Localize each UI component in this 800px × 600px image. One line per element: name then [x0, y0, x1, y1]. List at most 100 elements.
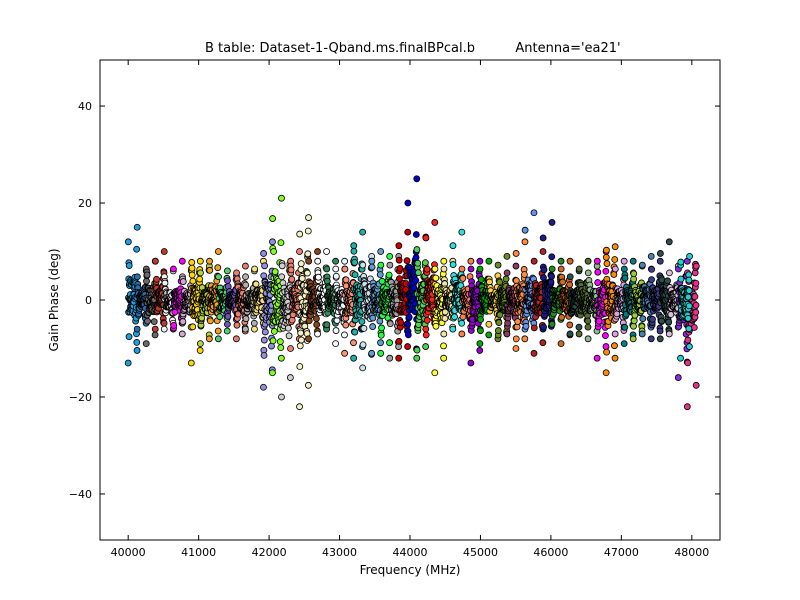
data-point [224, 313, 232, 320]
data-point [188, 259, 196, 266]
data-point [278, 194, 285, 202]
data-point [410, 284, 418, 292]
data-point [287, 345, 294, 352]
data-point [685, 287, 693, 294]
data-point [260, 351, 268, 359]
data-point [404, 331, 412, 339]
data-point [684, 336, 692, 344]
data-point [351, 328, 359, 336]
data-point [611, 265, 619, 273]
data-point [503, 269, 511, 277]
data-point [285, 332, 293, 340]
data-point [477, 316, 485, 323]
data-point [629, 257, 637, 265]
data-point [530, 257, 538, 265]
data-point [405, 313, 413, 321]
data-point [269, 337, 277, 345]
data-point [494, 327, 502, 334]
data-point [223, 267, 231, 275]
data-point [278, 393, 285, 401]
data-point [368, 349, 376, 357]
data-point [594, 279, 602, 286]
data-point [441, 315, 449, 322]
data-point [358, 318, 366, 325]
data-point [277, 354, 285, 362]
x-axis: 40000 41000 42000 43000 44000 45000 46000 47000… [111, 60, 709, 559]
data-point [297, 329, 305, 337]
data-point [692, 279, 700, 287]
data-point [412, 276, 420, 284]
data-point [611, 354, 619, 362]
data-point [458, 228, 466, 236]
data-point [153, 275, 160, 283]
data-point [575, 330, 583, 338]
data-point [151, 325, 159, 333]
spw-series [593, 248, 610, 362]
data-point [665, 318, 673, 326]
data-point [368, 263, 376, 271]
data-point [271, 268, 279, 276]
data-point [124, 359, 132, 367]
data-point [269, 215, 277, 222]
data-point [692, 381, 700, 389]
chart-title: B table: Dataset-1-Qband.ms.finalBPcal.b [205, 41, 475, 56]
data-point [304, 381, 312, 389]
data-point [603, 246, 610, 254]
data-point [350, 339, 357, 347]
data-point [376, 271, 384, 279]
data-point [621, 274, 629, 282]
data-point [690, 324, 698, 331]
spw-series [196, 262, 213, 348]
data-point [287, 266, 295, 274]
data-point [197, 269, 204, 277]
data-point [603, 260, 611, 267]
data-point [584, 269, 592, 277]
data-point [584, 317, 592, 325]
data-point [657, 250, 664, 257]
data-point [539, 248, 547, 255]
data-point [223, 320, 231, 328]
data-point [214, 264, 222, 272]
data-point [584, 323, 592, 331]
data-point [359, 261, 367, 269]
data-point [276, 338, 284, 346]
data-point [502, 275, 510, 283]
data-point [269, 369, 276, 377]
data-point [431, 369, 439, 377]
data-point [423, 265, 431, 273]
data-point [396, 264, 404, 272]
data-point [575, 265, 583, 273]
y-axis-label: Gain Phase (deg) [47, 248, 61, 351]
antenna-label: Antenna='ea21' [515, 41, 620, 56]
data-point [413, 175, 421, 183]
data-point [161, 279, 169, 287]
data-point [557, 340, 565, 348]
data-point [260, 250, 268, 257]
data-point [656, 257, 664, 265]
data-point [350, 354, 358, 362]
data-point [144, 317, 151, 325]
data-point [412, 254, 420, 261]
data-point [620, 340, 628, 348]
data-point [296, 230, 304, 238]
data-point [188, 264, 196, 272]
data-point [305, 214, 312, 221]
data-point [459, 274, 467, 282]
data-point [378, 277, 386, 285]
data-point [422, 331, 430, 339]
data-point [251, 265, 258, 273]
data-point [539, 234, 547, 242]
data-point [495, 319, 503, 326]
data-point [486, 278, 493, 286]
data-point [440, 342, 447, 350]
data-point [630, 317, 638, 325]
data-point [150, 318, 158, 326]
data-point [677, 258, 685, 266]
data-point [359, 341, 367, 349]
data-point [133, 325, 141, 333]
data-point [414, 259, 422, 267]
data-point [305, 335, 312, 343]
data-point [368, 257, 376, 265]
x-tick-label: 47000 [604, 546, 639, 559]
data-point [548, 253, 556, 261]
